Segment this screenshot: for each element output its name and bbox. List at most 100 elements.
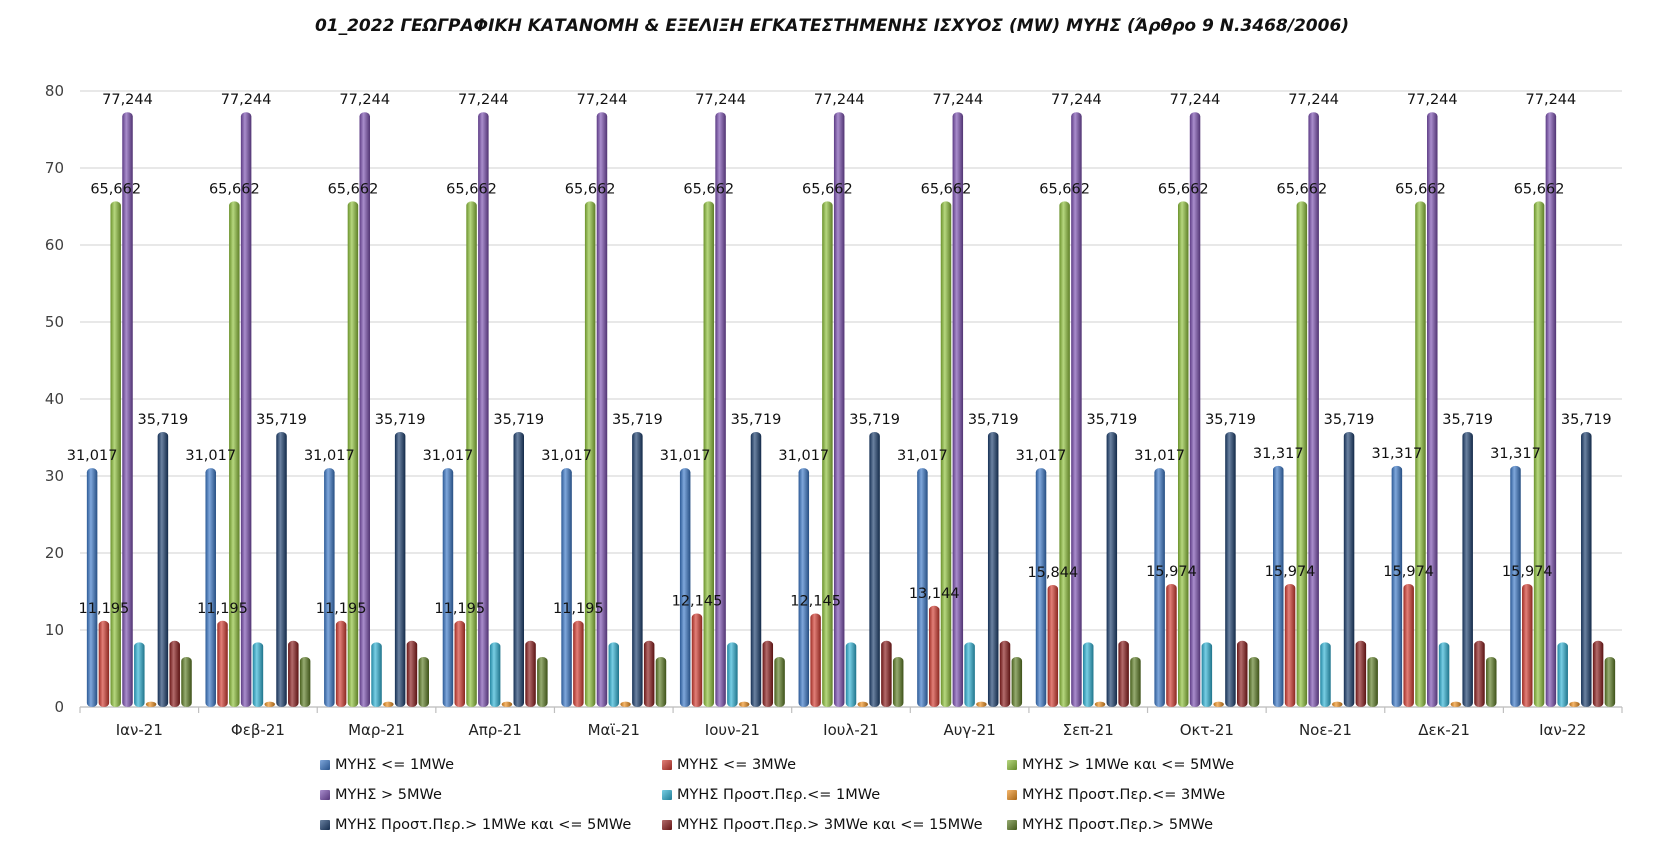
legend-item: ΜΥΗΣ > 5MWe <box>320 785 662 805</box>
x-tick-label: Μαρ-21 <box>348 721 405 739</box>
bar <box>643 640 655 707</box>
legend-label: ΜΥΗΣ > 1MWe και <= 5MWe <box>1022 757 1235 773</box>
bar <box>1213 701 1224 707</box>
bar <box>229 201 240 708</box>
data-label: 31,017 <box>660 448 711 464</box>
x-tick-label: Ιαν-21 <box>116 721 163 739</box>
data-label: 35,719 <box>256 412 307 428</box>
bar <box>1581 431 1592 707</box>
bar <box>620 701 631 707</box>
legend-item: ΜΥΗΣ <= 1MWe <box>320 755 662 775</box>
bar <box>157 431 169 707</box>
bar <box>1118 640 1129 707</box>
bar <box>1510 465 1521 707</box>
bar <box>869 431 880 707</box>
bar <box>573 620 584 707</box>
bar <box>1094 701 1106 707</box>
bar <box>418 656 429 707</box>
data-label: 77,244 <box>102 92 153 108</box>
data-label: 35,719 <box>1205 412 1256 428</box>
legend-swatch <box>320 790 330 800</box>
data-label: 65,662 <box>921 181 972 197</box>
bar <box>513 431 525 707</box>
bar <box>703 201 715 708</box>
data-label: 11,195 <box>434 601 485 617</box>
data-label: 35,719 <box>968 412 1019 428</box>
bar <box>1604 656 1616 707</box>
bar <box>917 468 928 707</box>
data-label: 77,244 <box>458 92 509 108</box>
bar <box>1166 584 1177 707</box>
bar <box>940 201 952 708</box>
bar <box>1355 640 1367 707</box>
bar <box>1284 584 1296 707</box>
data-label: 35,719 <box>731 412 782 428</box>
bar <box>1474 640 1485 707</box>
bar <box>822 201 833 708</box>
data-label: 35,719 <box>375 412 426 428</box>
legend-swatch <box>1007 790 1017 800</box>
data-label: 77,244 <box>1051 92 1102 108</box>
bar <box>632 431 643 707</box>
bar <box>1450 701 1462 707</box>
data-label: 31,017 <box>67 448 118 464</box>
data-label: 65,662 <box>565 181 616 197</box>
data-label: 65,662 <box>209 181 260 197</box>
x-tick-label: Απρ-21 <box>468 721 521 739</box>
data-label: 12,145 <box>790 593 841 609</box>
data-label: 31,017 <box>185 448 236 464</box>
bar <box>1177 201 1189 708</box>
data-label: 35,719 <box>138 412 189 428</box>
bar <box>964 642 975 707</box>
y-tick-label: 30 <box>45 467 64 485</box>
bar <box>169 640 180 707</box>
data-label: 77,244 <box>221 92 272 108</box>
bar <box>798 468 810 707</box>
legend-swatch <box>320 820 330 830</box>
data-label: 77,244 <box>1526 92 1577 108</box>
bar <box>1403 584 1414 707</box>
data-label: 31,017 <box>778 448 829 464</box>
data-label: 65,662 <box>1276 181 1327 197</box>
legend-swatch <box>662 760 672 770</box>
bar <box>976 701 987 707</box>
bar <box>442 468 454 707</box>
bar <box>892 656 904 707</box>
y-tick-label: 50 <box>45 313 64 331</box>
data-label: 65,662 <box>90 181 141 197</box>
bar <box>324 468 335 707</box>
y-tick-label: 60 <box>45 236 64 254</box>
bar <box>1189 112 1201 708</box>
data-label: 65,662 <box>683 181 734 197</box>
bar <box>406 640 418 707</box>
bar <box>122 112 133 708</box>
bar <box>881 640 892 707</box>
bar <box>276 431 287 707</box>
bar <box>1154 468 1165 707</box>
x-tick-label: Μαϊ-21 <box>588 721 640 739</box>
bar <box>1486 656 1497 707</box>
data-label: 15,844 <box>1027 565 1078 581</box>
legend-label: ΜΥΗΣ Προστ.Περ.> 1MWe και <= 5MWe <box>335 817 632 833</box>
bar <box>347 201 359 708</box>
bar <box>857 701 869 707</box>
data-label: 77,244 <box>695 92 746 108</box>
bar <box>525 640 536 707</box>
data-label: 35,719 <box>1561 412 1612 428</box>
data-label: 35,719 <box>849 412 900 428</box>
legend-label: ΜΥΗΣ Προστ.Περ.> 3MWe και <= 15MWe <box>677 817 983 833</box>
bar <box>537 656 548 707</box>
legend-swatch <box>1007 820 1017 830</box>
bar <box>1296 201 1308 708</box>
data-label: 11,195 <box>553 601 604 617</box>
bar <box>299 656 311 707</box>
x-tick-label: Σεπ-21 <box>1063 721 1114 739</box>
bar <box>110 201 121 708</box>
bar <box>264 701 275 707</box>
bar <box>1557 642 1568 707</box>
bar <box>501 701 513 707</box>
data-label: 35,719 <box>1324 412 1375 428</box>
bar <box>1343 431 1355 707</box>
bar <box>1308 112 1319 708</box>
